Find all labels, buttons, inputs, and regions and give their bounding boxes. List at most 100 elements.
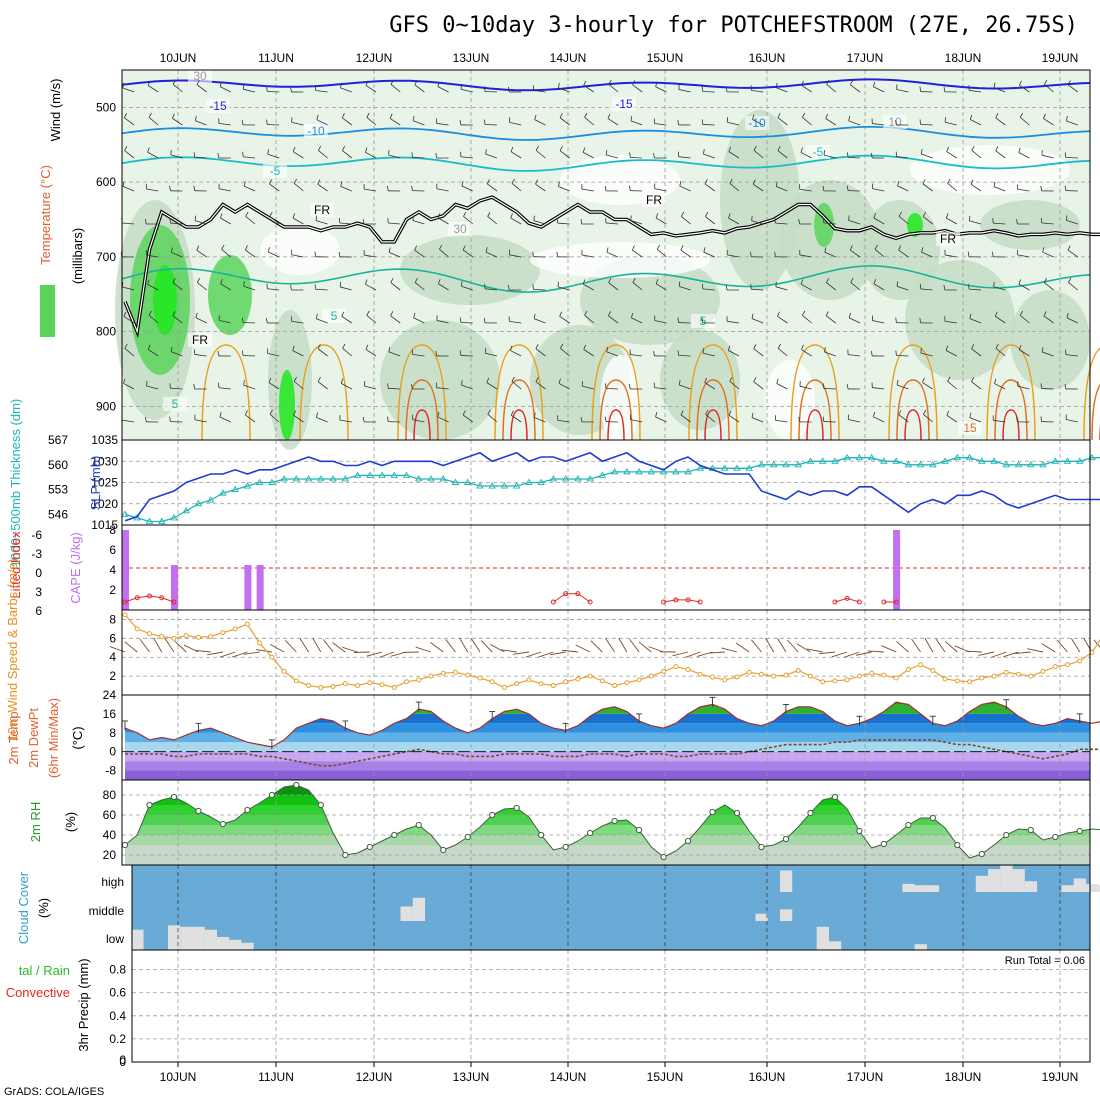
wind-barb [630, 156, 643, 159]
wind-barb-flag [895, 317, 897, 323]
thickness-marker [353, 471, 362, 478]
wind-barb-flag [266, 86, 268, 92]
wind-speed-marker [526, 677, 532, 683]
cloud-axis-label: Cloud Cover [16, 871, 31, 944]
surface-wind-barb [818, 651, 835, 655]
rh-band [125, 805, 1090, 815]
wind-barb-flag [630, 215, 632, 221]
wind-barb-flag [534, 114, 537, 120]
run-total-label: Run Total = 0.06 [1005, 955, 1085, 967]
wind-barb-flag [800, 147, 803, 153]
wind-barb-flag [632, 277, 636, 283]
wind-barb-flag [341, 113, 345, 118]
wind-barb [219, 86, 231, 93]
thickness-slp-panel: 1015 1020 1025 1030 1035 546 553 560 567 1000~500… [8, 399, 1100, 567]
wind-speed-marker [330, 684, 336, 689]
wind-barb-flag [292, 213, 296, 219]
contour-label: -5 [270, 164, 281, 178]
wind-barb-flag [342, 343, 346, 349]
rh-region [279, 370, 295, 440]
wind-barb [655, 86, 667, 93]
wind-barb [292, 350, 304, 357]
wind-barb [365, 349, 377, 357]
wind-barb-flag [701, 119, 704, 125]
wind-barb [1019, 117, 1030, 126]
wind-barb [315, 288, 328, 291]
wind-barb [243, 88, 256, 93]
precip-tick-label: 0.2 [109, 1032, 126, 1046]
wind-barb [364, 188, 377, 192]
wind-barb-flag [535, 377, 539, 382]
top-date-label: 13JUN [453, 51, 490, 65]
surface-wind-barb [1070, 638, 1081, 653]
wind-barb [484, 124, 498, 126]
cloud-high-bar [926, 885, 940, 892]
wind-barb-flag [147, 279, 150, 285]
bottom-date-label: 15JUN [647, 1070, 684, 1084]
temp-band [125, 770, 1090, 780]
wind-barb-flag [606, 247, 609, 253]
surface-wind-barb [765, 638, 775, 653]
warm-contour [896, 379, 930, 441]
cloud-high-bar [914, 885, 927, 892]
wind-speed-marker [856, 673, 862, 679]
lifted-index-marker [159, 595, 165, 601]
rh-tick-label: 40 [103, 828, 117, 842]
rh-marker [587, 829, 594, 837]
rh-axis-label: 2m RH [28, 802, 43, 842]
wind-barb-flag [895, 119, 897, 126]
surface-wind-barb [721, 647, 738, 653]
thickness-marker [1063, 457, 1072, 464]
wind-barb [318, 150, 328, 159]
warm-contour [502, 379, 536, 441]
rh-2m-panel: 20 40 60 80 2m RH (%) [28, 779, 1100, 866]
wind-barb [728, 350, 740, 357]
wind-barb [340, 186, 352, 192]
wind-speed-marker [379, 682, 385, 688]
rh-marker [146, 801, 153, 809]
rh-tick-label: 80 [103, 788, 117, 802]
surface-wind-barb [470, 638, 481, 653]
wind-barb [412, 354, 425, 357]
wind-barb-flag [896, 379, 899, 386]
wind-barb [680, 414, 691, 423]
wind-barb [703, 251, 715, 258]
thickness-marker [1002, 460, 1011, 468]
cloud-high-bar [1012, 869, 1025, 892]
thickness-marker [659, 468, 668, 475]
surface-wind-barb [332, 642, 346, 653]
wind-barb [922, 382, 933, 390]
thickness-marker [586, 475, 594, 482]
wind-barb-flag [317, 179, 321, 185]
surface-wind-barb [844, 651, 860, 658]
wind-speed-marker [257, 640, 263, 646]
thickness-marker [978, 457, 986, 464]
rh-legend-swatch [40, 285, 55, 337]
wind-barb [146, 188, 159, 192]
wind-barb-flag [507, 284, 510, 291]
wind-barb [632, 84, 643, 93]
wind-barb-flag [414, 80, 418, 85]
rh-region [980, 200, 1080, 250]
wind-barb [947, 182, 958, 192]
wind-barb [147, 283, 159, 291]
wind-barb [172, 118, 183, 126]
wind-speed-marker [746, 669, 752, 675]
wind-barb-flag [486, 377, 490, 383]
wind-barb-flag [390, 79, 394, 85]
precip-tick-label: 0.6 [109, 986, 126, 1000]
wind-barb [753, 381, 764, 390]
wind-barb [267, 288, 280, 291]
wind-barb [921, 153, 933, 159]
wind-barb-flag [583, 80, 587, 86]
wind-barb [460, 355, 473, 357]
wind-barb [339, 222, 352, 225]
contour-label: 5 [331, 309, 338, 323]
surface-wind-barb [256, 649, 272, 653]
wind-barb [606, 251, 619, 258]
wind-barb [1042, 351, 1054, 357]
wind-barb [267, 352, 280, 357]
bottom-date-label: 18JUN [945, 1070, 982, 1084]
thickness-marker [941, 457, 949, 464]
